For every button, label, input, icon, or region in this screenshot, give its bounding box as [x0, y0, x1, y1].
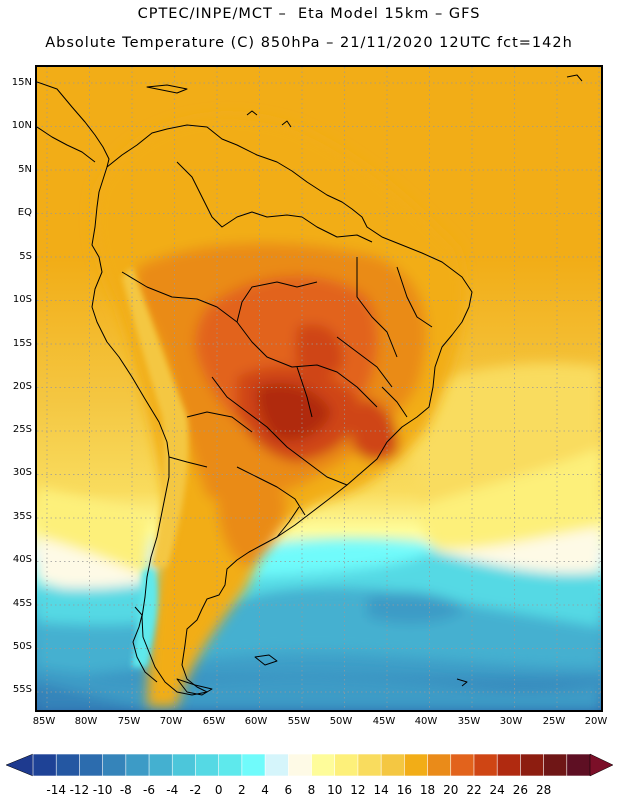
- colorbar-low-arrow: [5, 753, 34, 777]
- lon-label: 45W: [372, 716, 396, 727]
- lat-label: 20S: [12, 381, 32, 392]
- temperature-map[interactable]: [35, 65, 603, 712]
- colorbar-swatch: [79, 753, 104, 777]
- colorbar-tick-label: 20: [443, 783, 459, 797]
- lat-label: 15N: [11, 77, 32, 88]
- colorbar-swatch: [520, 753, 545, 777]
- lon-label: 35W: [457, 716, 481, 727]
- chart-title-line2: Absolute Temperature (C) 850hPa – 21/11/…: [45, 35, 573, 51]
- colorbar-swatch: [450, 753, 475, 777]
- colorbar-tick-label: 22: [466, 783, 482, 797]
- colorbar-tick-label: 16: [396, 783, 412, 797]
- colorbar-tick-label: -6: [143, 783, 156, 797]
- lon-label: 65W: [202, 716, 226, 727]
- land-shading: [93, 115, 466, 708]
- colorbar-swatch: [32, 753, 57, 777]
- coastlines: [37, 74, 583, 696]
- colorbar-swatch: [171, 753, 197, 777]
- andes-shading: [122, 267, 189, 667]
- colorbar-tick-label: -4: [166, 783, 179, 797]
- lon-label: 30W: [499, 716, 523, 727]
- lat-label: 40S: [12, 554, 32, 565]
- colorbar-swatch: [473, 753, 498, 777]
- lon-label: 55W: [287, 716, 311, 727]
- colorbar-tick-label: 26: [512, 783, 529, 797]
- colorbar-tick-label: -2: [189, 783, 202, 797]
- colorbar-tick-label: 10: [327, 783, 343, 797]
- colorbar-swatch: [311, 753, 336, 777]
- colorbar-tick-label: 8: [307, 783, 316, 797]
- lat-label: 10S: [12, 294, 32, 305]
- lat-label: 50S: [12, 641, 32, 652]
- colorbar-tick-label: -8: [119, 783, 132, 797]
- colorbar-swatch: [195, 753, 220, 777]
- ocean-shading: [37, 363, 601, 710]
- lat-label: 25S: [12, 424, 32, 435]
- lon-label: 80W: [74, 716, 98, 727]
- lat-label: 15S: [12, 338, 32, 349]
- colorbar-swatch: [357, 753, 382, 777]
- lon-label: 85W: [32, 716, 56, 727]
- colorbar-tick-label: -14: [46, 783, 66, 797]
- colorbar-tick-label: 14: [373, 783, 389, 797]
- colorbar-swatch: [496, 753, 521, 777]
- lat-label: 5N: [18, 164, 32, 175]
- lon-label: 25W: [542, 716, 566, 727]
- lat-label: 35S: [12, 511, 32, 522]
- chart-title-line1: CPTEC/INPE/MCT – Eta Model 15km – GFS: [137, 6, 481, 22]
- lon-label: 40W: [414, 716, 438, 727]
- lon-label: 60W: [244, 716, 268, 727]
- colorbar-tick-label: -12: [69, 783, 90, 797]
- colorbar-swatch: [380, 753, 405, 777]
- lon-label: 20W: [584, 716, 608, 727]
- lat-label: 5S: [19, 251, 32, 262]
- colorbar-tick-label: 6: [284, 783, 293, 797]
- lat-label: 55S: [12, 684, 32, 695]
- lon-label: 50W: [329, 716, 353, 727]
- colorbar-swatch: [334, 753, 359, 777]
- colorbar-swatches: [5, 753, 614, 777]
- colorbar-swatch: [218, 753, 243, 777]
- colorbar-swatch: [427, 753, 452, 777]
- colorbar-tick-label: 0: [214, 783, 223, 797]
- colorbar-tick-label: -10: [92, 783, 113, 797]
- colorbar-swatch: [55, 753, 81, 777]
- lat-label: 45S: [12, 598, 32, 609]
- colorbar-swatch: [241, 753, 266, 777]
- lon-label: 75W: [117, 716, 141, 727]
- colorbar-tick-label: 12: [350, 783, 366, 797]
- colorbar-high-arrow: [589, 753, 614, 777]
- colorbar-swatch: [543, 753, 568, 777]
- colorbar-tick-label: 2: [238, 783, 246, 797]
- map-canvas: [37, 67, 601, 710]
- colorbar-swatch: [566, 753, 591, 777]
- lon-label: 70W: [159, 716, 183, 727]
- colorbar: [0, 745, 618, 800]
- colorbar-swatch: [148, 753, 173, 777]
- colorbar-tick-label: 24: [489, 783, 505, 797]
- lat-label: EQ: [17, 207, 32, 218]
- colorbar-swatch: [287, 753, 313, 777]
- colorbar-tick-label: 4: [261, 783, 269, 797]
- colorbar-swatch: [404, 753, 429, 777]
- colorbar-tick-label: 18: [419, 783, 436, 797]
- colorbar-tick-label: 28: [535, 783, 552, 797]
- colorbar-swatch: [125, 753, 150, 777]
- colorbar-swatch: [264, 753, 289, 777]
- graticule: [37, 67, 601, 710]
- lat-label: 10N: [11, 120, 32, 131]
- colorbar-swatch: [102, 753, 127, 777]
- lat-label: 30S: [12, 467, 32, 478]
